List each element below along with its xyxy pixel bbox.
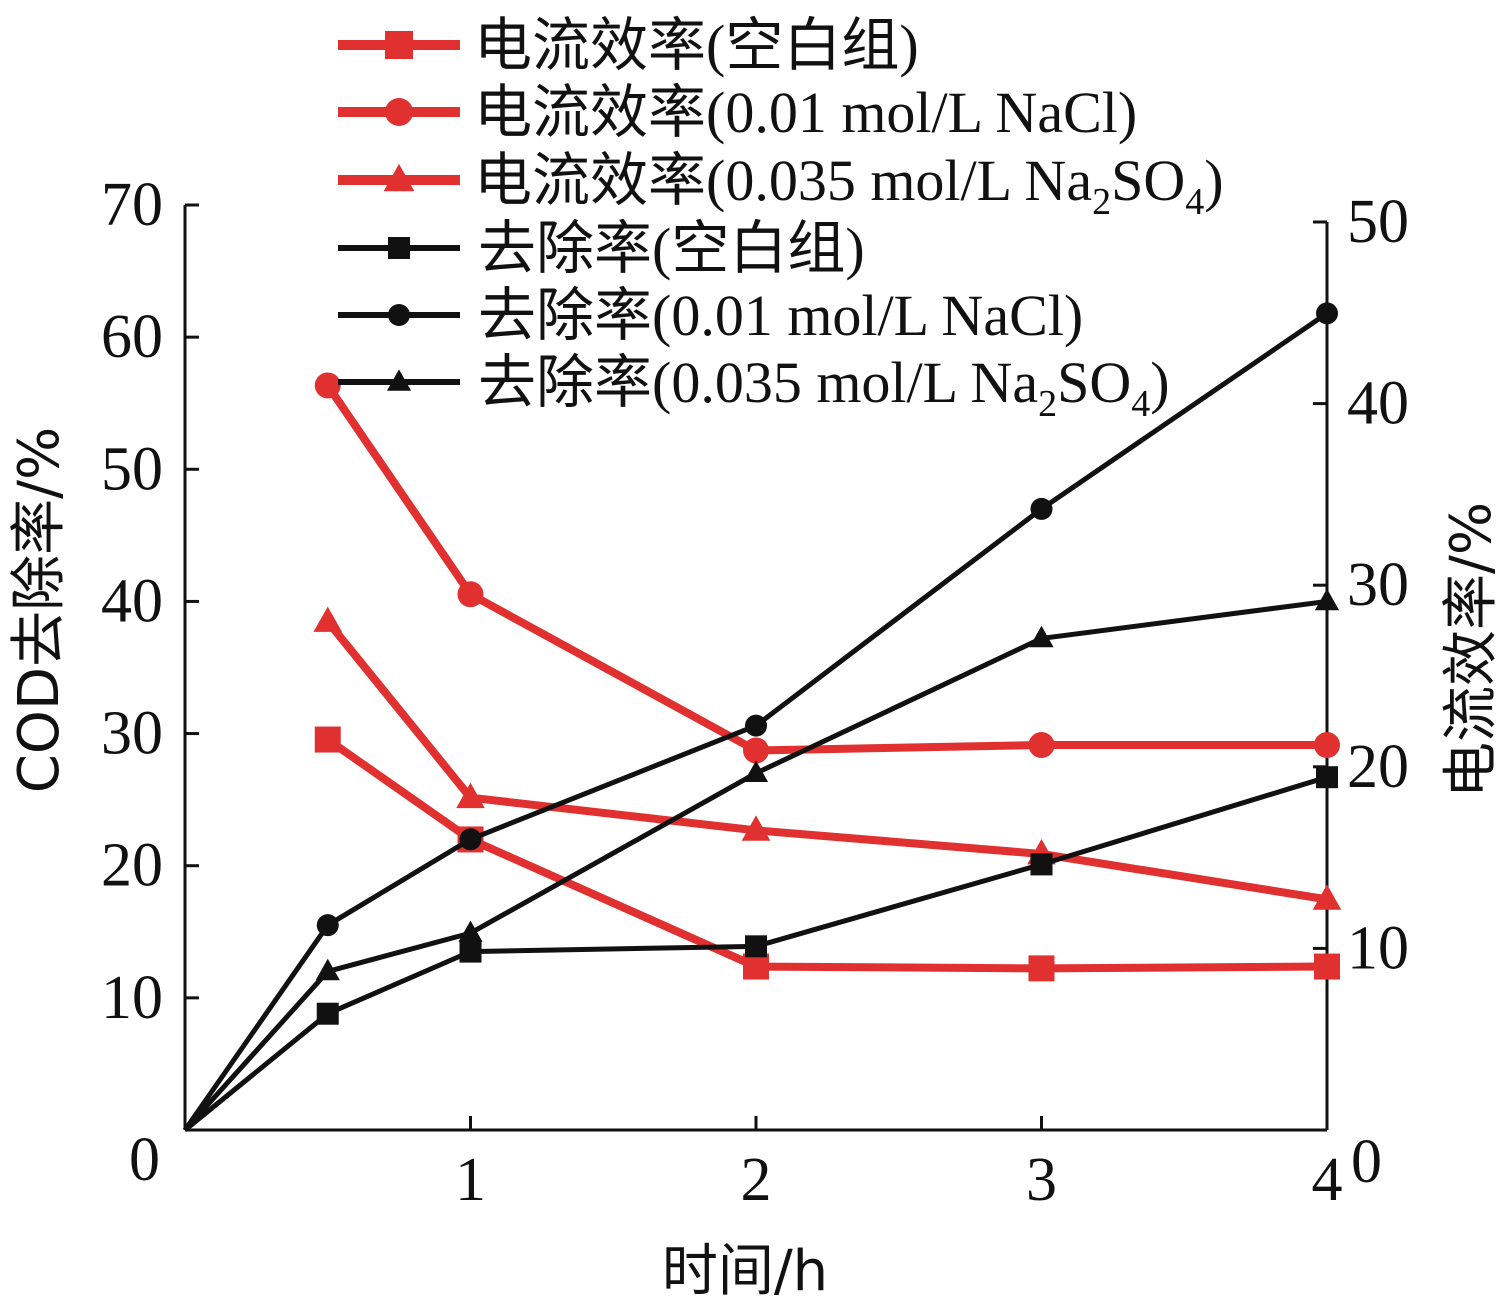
series-2 — [313, 606, 1342, 910]
x-tick-label: 3 — [1026, 1146, 1057, 1214]
data-point — [313, 606, 343, 632]
data-point — [743, 760, 769, 783]
x-axis-title: 时间/h — [662, 1239, 828, 1299]
data-point — [1028, 955, 1055, 982]
data-point — [314, 372, 341, 399]
data-point — [456, 782, 485, 809]
y-right-tick-label: 30 — [1347, 551, 1409, 619]
series-line — [183, 598, 1328, 1132]
data-point — [743, 737, 769, 764]
legend-item: 电流效率(空白组) — [338, 13, 919, 78]
data-point — [1316, 766, 1338, 789]
y-right-axis-title: 电流效率/% — [1439, 502, 1504, 798]
data-point — [385, 31, 413, 59]
legend-item: 电流效率(0.01 mol/L NaCl) — [338, 80, 1137, 145]
data-point — [1028, 732, 1055, 759]
data-point — [385, 98, 413, 126]
x-tick-label: 1 — [455, 1146, 486, 1214]
series-3 — [183, 766, 1338, 1132]
y-left-tick-label: 60 — [101, 303, 163, 371]
series-0 — [314, 726, 1340, 982]
data-point — [316, 914, 339, 937]
data-point — [741, 815, 771, 841]
data-point — [1316, 302, 1338, 325]
legend-label: 电流效率(0.035 mol/L Na2SO4) — [474, 148, 1224, 223]
series-line — [182, 311, 1329, 1132]
series-line — [324, 383, 1327, 755]
y-left-tick-label: 20 — [101, 832, 163, 900]
data-point — [459, 940, 482, 963]
x-tick-label: 2 — [741, 1146, 772, 1214]
legend-label: 去除率(空白组) — [478, 216, 865, 281]
data-point — [1314, 732, 1340, 759]
data-point — [1030, 497, 1053, 520]
data-point — [459, 828, 482, 851]
data-point — [745, 714, 767, 737]
legend-label: 去除率(0.035 mol/L Na2SO4) — [478, 350, 1170, 425]
series-4 — [182, 302, 1338, 1132]
data-point — [743, 953, 769, 980]
series-5 — [183, 588, 1340, 1132]
data-point — [315, 958, 340, 981]
data-point — [1029, 625, 1054, 648]
legend-label: 去除率(0.01 mol/L NaCl) — [478, 283, 1083, 348]
series-line — [324, 619, 1328, 904]
y-left-tick-label: 40 — [101, 567, 163, 635]
y-right-tick-label: 10 — [1347, 914, 1409, 982]
data-point — [316, 1002, 339, 1025]
data-point — [314, 726, 341, 753]
y-left-tick-label: 30 — [101, 700, 163, 768]
y-left-tick-label: 10 — [101, 964, 163, 1032]
data-point — [1314, 953, 1340, 980]
data-point — [383, 163, 415, 192]
y-left-tick-label: 70 — [101, 171, 163, 239]
data-point — [745, 935, 767, 958]
y-left-axis-title: COD去除率/% — [7, 427, 72, 793]
data-point — [388, 237, 410, 259]
data-point — [458, 920, 483, 942]
data-point — [1314, 588, 1340, 611]
data-point — [386, 369, 412, 391]
legend-item: 去除率(0.01 mol/L NaCl) — [338, 283, 1083, 348]
legend-item: 去除率(0.035 mol/L Na2SO4) — [338, 350, 1170, 425]
series-layer — [182, 302, 1342, 1132]
legend-item: 电流效率(0.035 mol/L Na2SO4) — [338, 148, 1224, 223]
y-left-tick-label: 50 — [101, 435, 163, 503]
x-tick-label: 4 — [1312, 1146, 1343, 1214]
y-right-tick-label: 50 — [1347, 188, 1409, 256]
series-line — [183, 774, 1328, 1132]
y-left-tick-label: 0 — [129, 1126, 160, 1194]
ticks: 0 10 20 30 40 50 60 70 0 10 20 30 40 50 1 2 3 4 — [101, 171, 1409, 1214]
series-1 — [314, 372, 1340, 764]
y-right-tick-label: 20 — [1347, 733, 1409, 801]
legend: 电流效率(空白组)电流效率(0.01 mol/L NaCl)电流效率(0.035… — [338, 13, 1224, 425]
y-right-tick-label: 0 — [1351, 1128, 1382, 1196]
legend-label: 电流效率(空白组) — [474, 13, 919, 78]
data-point — [1312, 884, 1342, 910]
legend-item: 去除率(空白组) — [338, 216, 865, 281]
data-point — [388, 304, 410, 326]
legend-label: 电流效率(0.01 mol/L NaCl) — [474, 80, 1137, 145]
data-point — [457, 581, 484, 608]
y-right-tick-label: 40 — [1347, 370, 1409, 438]
data-point — [1030, 853, 1053, 876]
